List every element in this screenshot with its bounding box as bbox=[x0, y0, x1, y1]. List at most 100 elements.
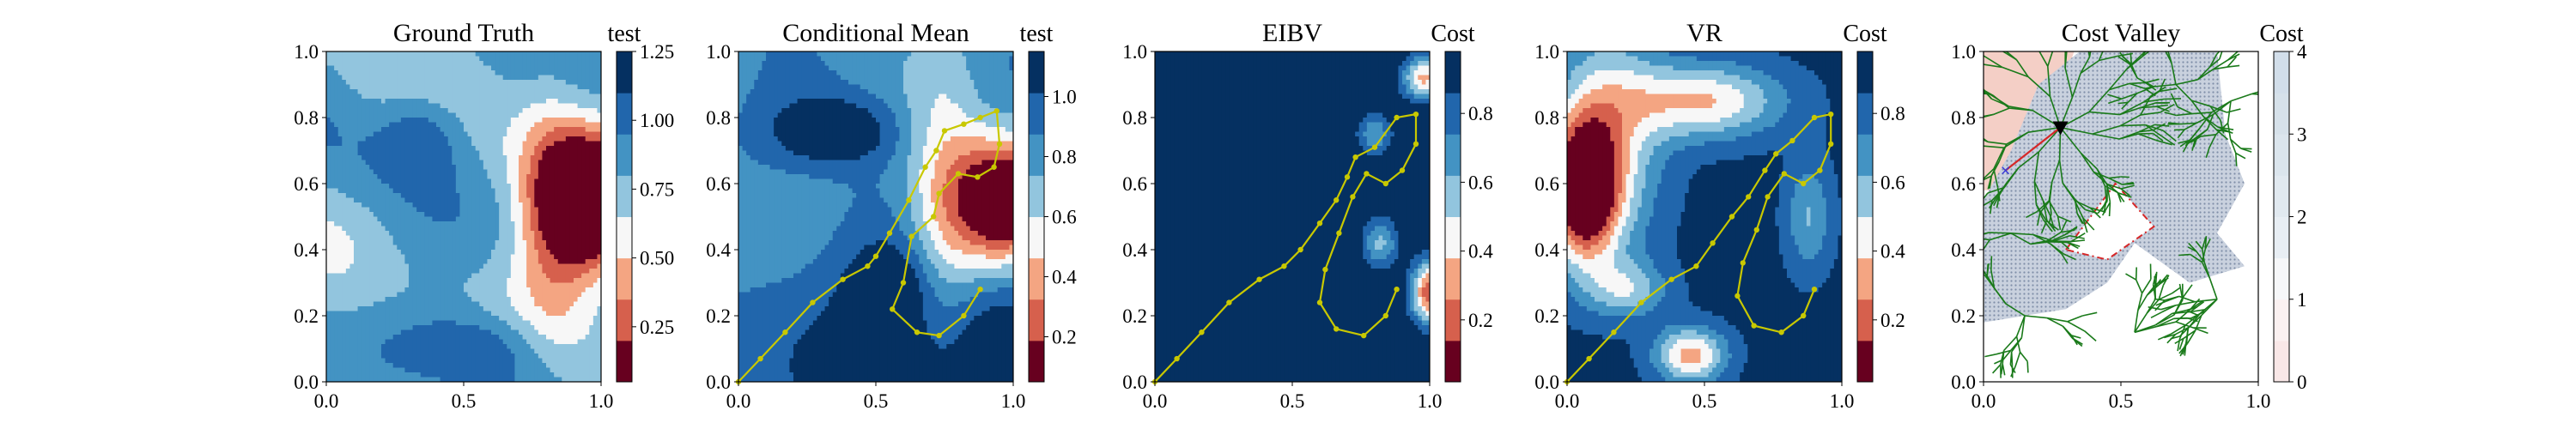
heatmap-cell bbox=[589, 160, 594, 166]
heatmap-cell bbox=[342, 197, 347, 203]
heatmap-cell bbox=[475, 348, 480, 354]
heatmap-cell bbox=[507, 146, 512, 152]
heatmap-cell bbox=[377, 207, 382, 213]
heatmap-cell bbox=[483, 136, 489, 142]
heatmap-cell bbox=[381, 178, 386, 184]
heatmap-cell bbox=[491, 212, 496, 218]
heatmap-cell bbox=[330, 103, 335, 109]
heatmap-cell bbox=[577, 353, 582, 360]
heatmap-cell bbox=[530, 287, 535, 293]
heatmap-cell bbox=[412, 188, 417, 194]
heatmap-cell bbox=[377, 363, 382, 369]
heatmap-cell bbox=[542, 103, 547, 109]
heatmap-cell bbox=[342, 136, 347, 142]
heatmap-cell bbox=[412, 221, 417, 227]
heatmap-cell bbox=[597, 150, 601, 156]
heatmap-cell bbox=[557, 363, 562, 369]
heatmap-cell bbox=[519, 301, 524, 307]
heatmap-cell bbox=[507, 301, 512, 307]
heatmap-cell bbox=[542, 311, 547, 317]
heatmap-cell bbox=[447, 207, 453, 213]
heatmap-cell bbox=[554, 131, 559, 137]
heatmap-cell bbox=[557, 94, 562, 100]
heatmap-cell bbox=[342, 348, 347, 354]
heatmap-cell bbox=[487, 297, 492, 303]
heatmap-cell bbox=[397, 174, 402, 180]
colorbar-label: test bbox=[608, 21, 641, 47]
heatmap-cell bbox=[420, 160, 425, 166]
heatmap-cell bbox=[507, 136, 512, 142]
heatmap-cell bbox=[538, 56, 544, 62]
heatmap-cell bbox=[589, 65, 594, 71]
heatmap-cell bbox=[585, 273, 590, 279]
heatmap-cell bbox=[479, 84, 484, 90]
heatmap-cell bbox=[534, 169, 539, 175]
heatmap-cell bbox=[345, 51, 351, 57]
heatmap-cell bbox=[452, 278, 457, 284]
heatmap-cell bbox=[452, 118, 457, 124]
heatmap-cell bbox=[404, 51, 410, 57]
heatmap-cell bbox=[428, 89, 434, 95]
heatmap-cell bbox=[334, 103, 339, 109]
heatmap-cell bbox=[471, 329, 477, 335]
heatmap-cell bbox=[581, 84, 586, 90]
heatmap-cell bbox=[557, 292, 562, 298]
heatmap-cell bbox=[354, 108, 359, 114]
heatmap-cell bbox=[589, 363, 594, 369]
heatmap-cell bbox=[428, 287, 434, 293]
heatmap-cell bbox=[852, 51, 857, 57]
heatmap-cell bbox=[354, 254, 359, 260]
heatmap-cell bbox=[447, 84, 453, 90]
heatmap-cell bbox=[519, 339, 524, 345]
heatmap-cell bbox=[538, 325, 544, 331]
heatmap-cell bbox=[400, 325, 406, 331]
heatmap-cell bbox=[428, 70, 434, 76]
heatmap-cell bbox=[436, 363, 441, 369]
heatmap-cell bbox=[562, 103, 567, 109]
heatmap-cell bbox=[514, 84, 519, 90]
heatmap-cell bbox=[475, 188, 480, 194]
heatmap-cell bbox=[530, 165, 535, 171]
heatmap-cell bbox=[357, 146, 362, 152]
heatmap-cell bbox=[530, 169, 535, 175]
heatmap-cell bbox=[950, 51, 956, 57]
heatmap-cell bbox=[392, 353, 398, 360]
heatmap-cell bbox=[389, 184, 394, 190]
heatmap-cell bbox=[440, 155, 445, 161]
heatmap-cell bbox=[554, 70, 559, 76]
heatmap-cell bbox=[404, 141, 410, 147]
heatmap-cell bbox=[522, 226, 527, 232]
heatmap-cell bbox=[569, 335, 574, 341]
heatmap-cell bbox=[538, 136, 544, 142]
heatmap-cell bbox=[377, 311, 382, 317]
heatmap-cell bbox=[447, 70, 453, 76]
heatmap-cell bbox=[526, 311, 532, 317]
heatmap-cell bbox=[444, 127, 449, 133]
heatmap-cell bbox=[562, 245, 567, 251]
heatmap-cell bbox=[530, 278, 535, 284]
heatmap-cell bbox=[392, 221, 398, 227]
heatmap-cell bbox=[507, 259, 512, 265]
heatmap-cell bbox=[562, 80, 567, 86]
heatmap-cell bbox=[373, 178, 379, 184]
heatmap-cell bbox=[507, 287, 512, 293]
heatmap-cell bbox=[939, 51, 944, 57]
heatmap-cell bbox=[404, 269, 410, 275]
heatmap-cell bbox=[337, 216, 343, 222]
heatmap-cell bbox=[447, 150, 453, 156]
heatmap-cell bbox=[519, 165, 524, 171]
heatmap-cell bbox=[510, 377, 516, 382]
heatmap-cell bbox=[464, 118, 469, 124]
heatmap-cell bbox=[337, 155, 343, 161]
heatmap-cell bbox=[522, 329, 527, 335]
heatmap-cell bbox=[538, 155, 544, 161]
heatmap-cell bbox=[377, 301, 382, 307]
heatmap-cell bbox=[581, 108, 586, 114]
heatmap-cell bbox=[550, 188, 555, 194]
heatmap-cell bbox=[432, 231, 437, 237]
heatmap-cell bbox=[337, 131, 343, 137]
heatmap-cell bbox=[464, 259, 469, 265]
heatmap-cell bbox=[569, 112, 574, 118]
heatmap-cell bbox=[337, 65, 343, 71]
heatmap-cell bbox=[495, 207, 500, 213]
